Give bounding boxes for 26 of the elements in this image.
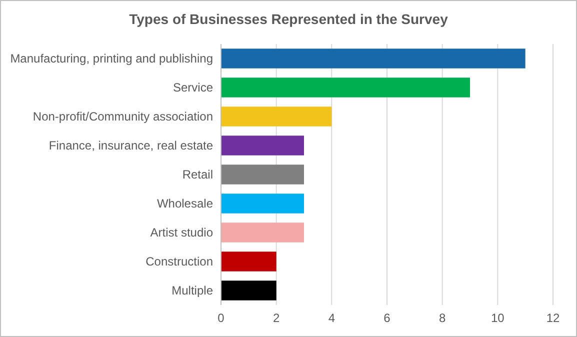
x-tick-label: 0 [218, 311, 225, 325]
bar [221, 106, 332, 126]
x-tick-label: 4 [328, 311, 336, 325]
bar [221, 252, 276, 272]
y-tick-label: Finance, insurance, real estate [48, 138, 214, 153]
x-tick-label: 12 [546, 311, 560, 325]
x-tick-label: 8 [438, 311, 446, 325]
x-tick-label: 10 [490, 311, 505, 325]
bar [221, 164, 304, 184]
y-tick-label: Manufacturing, printing and publishing [10, 52, 213, 66]
bar [221, 136, 304, 156]
x-tick-label: 2 [272, 311, 280, 325]
y-tick-label: Construction [146, 254, 213, 269]
x-tick-label: 6 [384, 311, 391, 325]
y-tick-label: Non-profit/Community association [32, 110, 213, 124]
bar [221, 48, 526, 68]
y-tick-label: Multiple [172, 284, 214, 298]
y-tick-label: Wholesale [156, 196, 214, 211]
chart-title: Types of Businesses Represented in the Survey [129, 11, 448, 27]
y-tick-label: Service [172, 80, 214, 95]
bar [221, 78, 470, 98]
bar [221, 194, 304, 214]
y-tick-label: Retail [182, 168, 213, 182]
y-tick-label: Artist studio [150, 226, 214, 240]
bar [221, 280, 276, 300]
bar [221, 222, 304, 242]
